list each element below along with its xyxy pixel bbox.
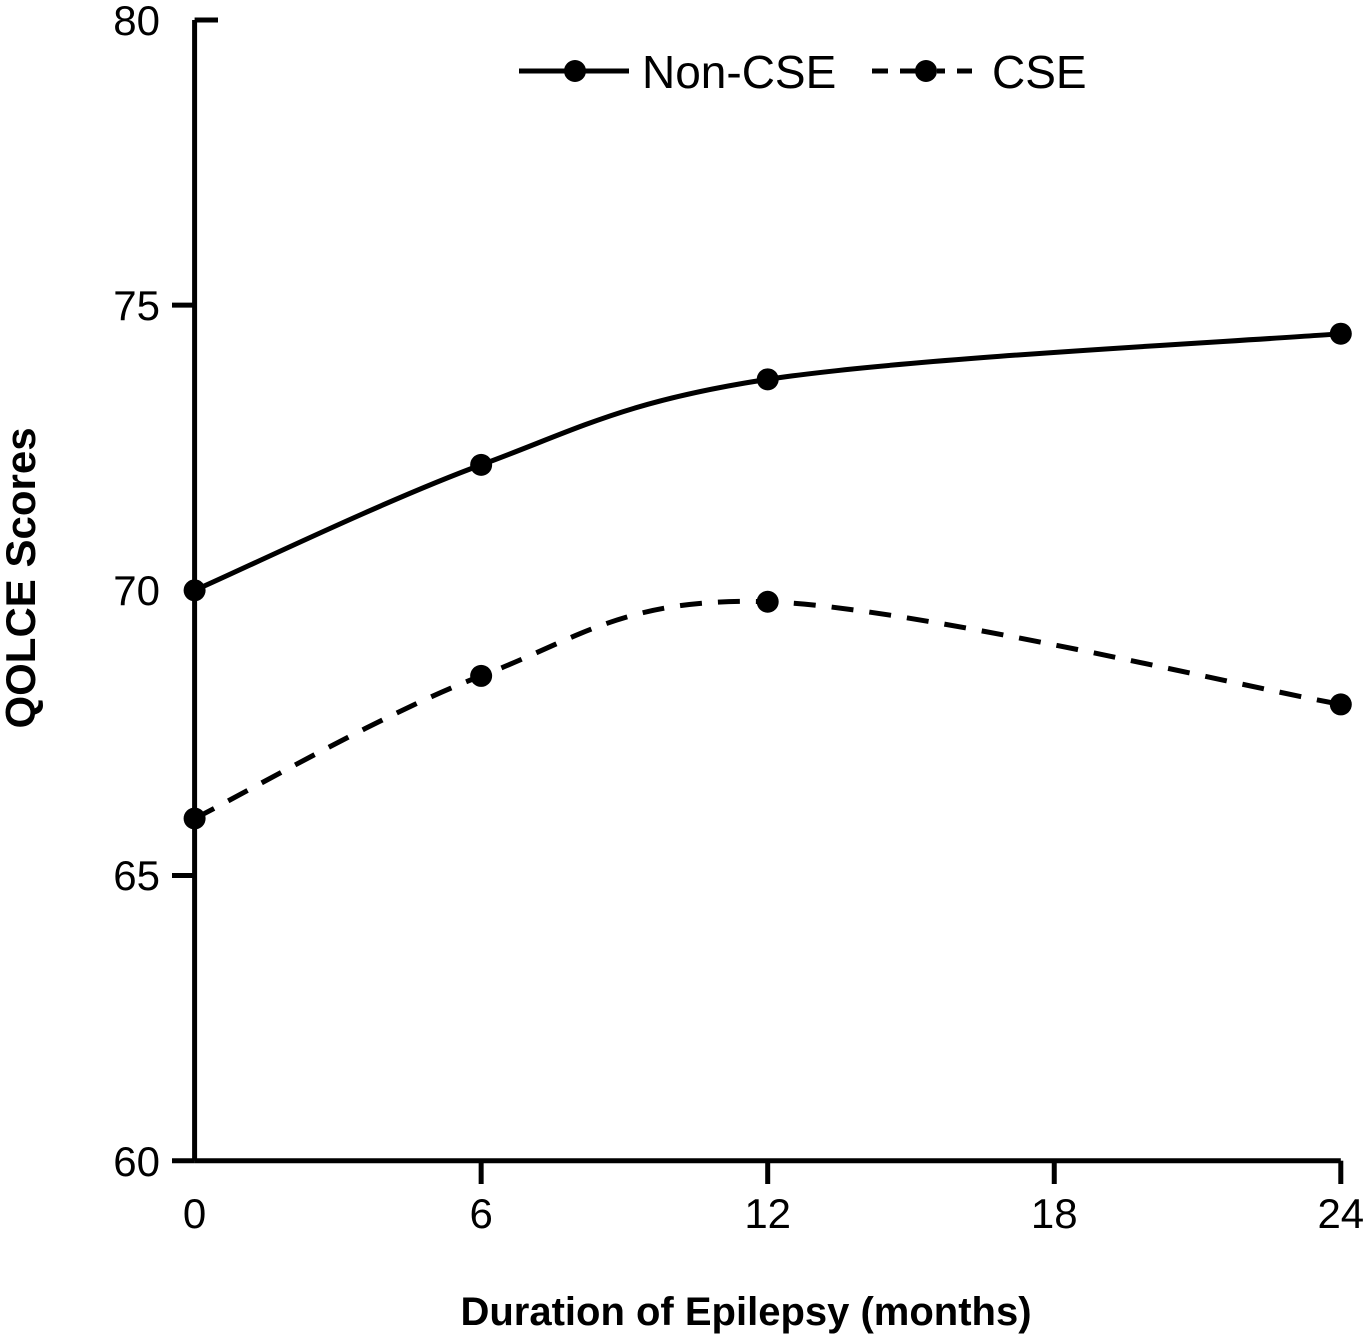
svg-text:24: 24 <box>1317 1190 1364 1237</box>
svg-text:12: 12 <box>744 1190 791 1237</box>
svg-text:CSE: CSE <box>992 46 1087 98</box>
svg-text:QOLCE Scores: QOLCE Scores <box>0 427 44 728</box>
svg-text:0: 0 <box>183 1190 206 1237</box>
svg-text:18: 18 <box>1031 1190 1078 1237</box>
svg-text:65: 65 <box>113 852 160 899</box>
svg-text:80: 80 <box>113 0 160 44</box>
svg-text:75: 75 <box>113 282 160 329</box>
svg-text:Duration of Epilepsy (months): Duration of Epilepsy (months) <box>460 1290 1031 1334</box>
svg-text:6: 6 <box>469 1190 492 1237</box>
svg-text:70: 70 <box>113 567 160 614</box>
svg-text:60: 60 <box>113 1138 160 1185</box>
svg-text:Non-CSE: Non-CSE <box>642 46 836 98</box>
